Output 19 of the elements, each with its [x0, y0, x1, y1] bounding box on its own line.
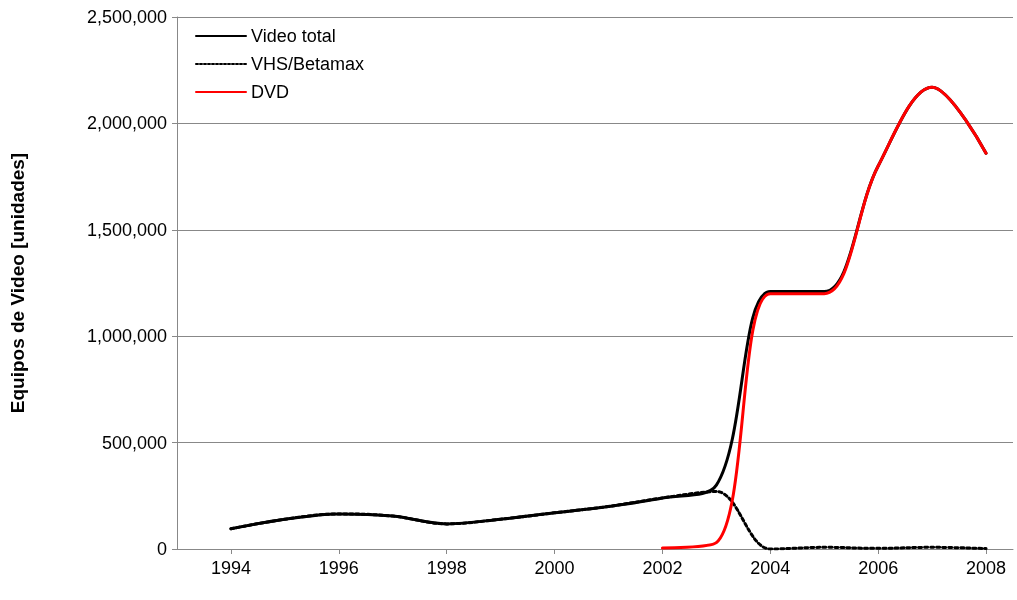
x-tick-label: 1998	[426, 558, 467, 578]
x-tick-label: 2008	[966, 558, 1007, 578]
x-tick-label: 2002	[642, 558, 683, 578]
line-series	[660, 85, 988, 550]
legend-label: Video total	[251, 26, 336, 46]
y-tick-label: 0	[156, 539, 167, 559]
legend-label: VHS/Betamax	[251, 54, 365, 74]
x-tick-label: 2006	[858, 558, 899, 578]
x-tick-label: 2004	[750, 558, 791, 578]
y-tick-label: 500,000	[101, 432, 167, 453]
x-tick-label: 1996	[318, 558, 359, 578]
y-tick-label: 1,000,000	[86, 326, 167, 347]
legend-label: DVD	[251, 82, 290, 102]
y-tick-label: 2,500,000	[86, 7, 167, 27]
y-tick-label: 1,500,000	[86, 219, 167, 240]
x-tick-label: 1994	[210, 558, 251, 578]
y-axis-title: Equipos de Video [unidades]	[7, 152, 28, 414]
x-tick-label: 2000	[534, 558, 575, 578]
y-tick-label: 2,000,000	[86, 113, 167, 134]
